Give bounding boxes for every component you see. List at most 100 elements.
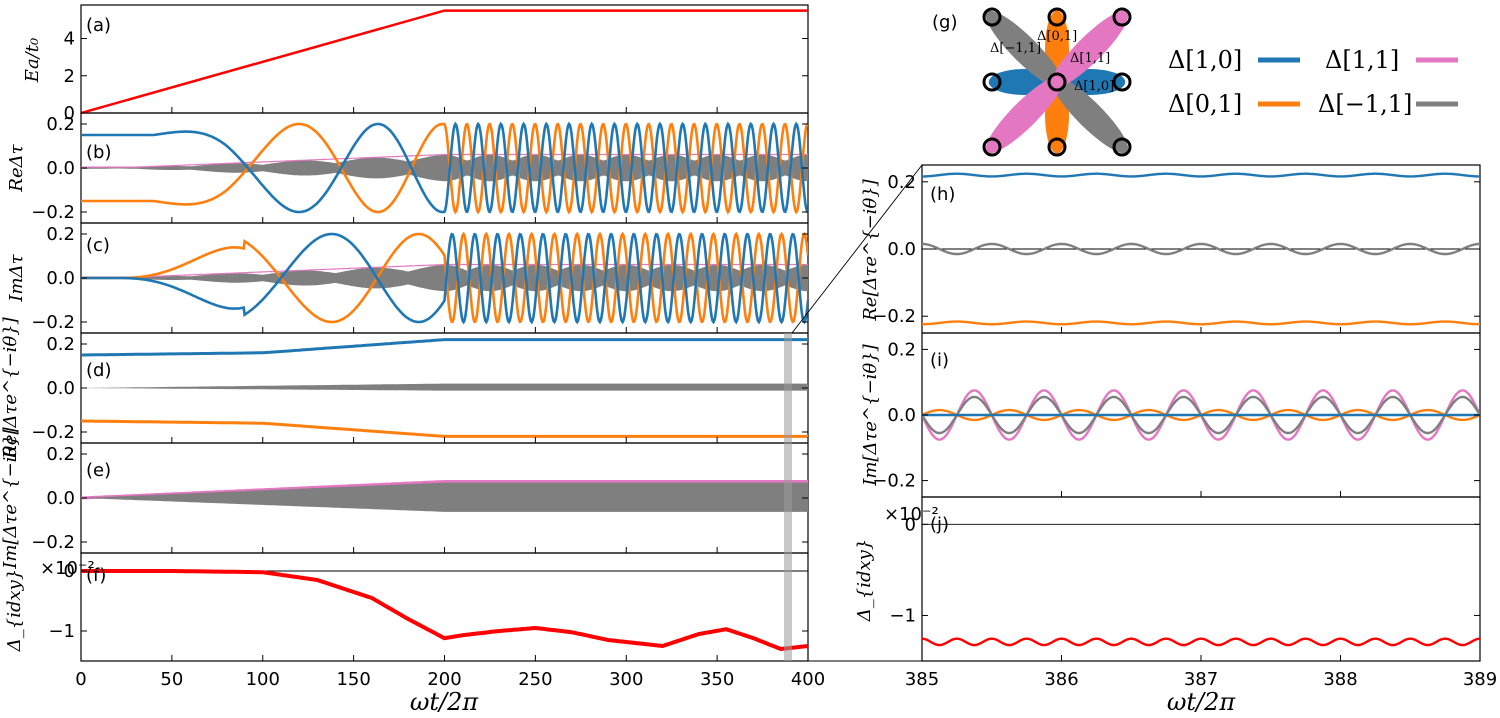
xtick-label-j-3: 388: [1323, 669, 1357, 690]
xtick-label-f-0: 0: [75, 669, 86, 690]
xtick-label-f-5: 250: [518, 669, 552, 690]
ylabel-b: ReΔτ: [6, 143, 27, 192]
xtick-label-j-1: 386: [1044, 669, 1078, 690]
ytick-label-i-1: 0.0: [887, 405, 916, 426]
legend-label-m11: Δ[−1,1]: [1318, 90, 1412, 118]
series-d-gray-band: [81, 383, 808, 391]
ytick-label-d-1: 0.0: [46, 378, 75, 399]
series-a-field: [81, 9, 808, 115]
series-e-gray-band: [81, 482, 808, 512]
xtick-label-f-2: 100: [246, 669, 280, 690]
lattice-diagram: [982, 7, 1132, 157]
left-data-layer: [81, 9, 808, 651]
xtick-label-j-4: 389: [1463, 669, 1497, 690]
series-f-red: [81, 569, 808, 651]
panel-label-f: (f): [86, 565, 106, 586]
series-b-gray-band: [81, 154, 808, 182]
lattice-site-0-1: [982, 72, 1002, 92]
xtick-label-f-1: 50: [160, 669, 183, 690]
legend-label-11: Δ[1,1]: [1325, 46, 1399, 74]
ytick-label-a-2: 4: [64, 29, 75, 50]
lattice-label-11: Δ[1,1]: [1070, 51, 1110, 66]
xtick-label-f-7: 350: [700, 669, 734, 690]
ytick-label-c-2: −0.2: [31, 312, 75, 333]
zoom-connector-top: [791, 164, 923, 334]
xlabel-right: ωt/2π: [1167, 688, 1237, 716]
ylabel-i: Im[Δτe^{−iθ}]: [860, 343, 881, 486]
ytick-label-b-2: −0.2: [31, 202, 75, 223]
lattice-bond-11b: [985, 75, 1064, 154]
lattice-legend: (g) Δ[0,1] Δ[−1,1] Δ[1,1] Δ[1,0] Δ[1,0] …: [932, 7, 1458, 157]
ytick-label-d-2: −0.2: [31, 422, 75, 443]
ylabel-e: Im[Δτe^{−iθ}]: [0, 426, 21, 569]
series-h-2: [922, 320, 1480, 326]
ytick-label-b-1: 0.0: [46, 158, 75, 179]
panel-a-frame: [80, 4, 809, 114]
lattice-label-01: Δ[0,1]: [1037, 29, 1077, 44]
lattice-site-0-0: [982, 7, 1002, 27]
panel-label-h: (h): [930, 184, 955, 205]
ylabel-d: Re[Δτe^{−iθ}]: [0, 316, 21, 459]
lattice-bond-11: [1050, 10, 1129, 89]
ytick-label-c-0: 0.2: [46, 224, 75, 245]
xtick-label-j-0: 385: [905, 669, 939, 690]
lattice-site-2-2: [1112, 137, 1132, 157]
legend-label-10: Δ[1,0]: [1168, 46, 1242, 74]
ytick-label-f-1: −1: [48, 621, 75, 642]
scale-factor-j: ×10⁻²: [884, 504, 939, 525]
series-c-orange: [81, 231, 808, 324]
series-h-0: [922, 172, 1480, 178]
ylabel-h: Re[Δτe^{−iθ}]: [860, 178, 881, 321]
ytick-label-j-0: 0: [905, 514, 916, 535]
scale-factor-f: ×10⁻²: [40, 558, 95, 579]
zoom-highlight-band: [784, 333, 792, 661]
ytick-label-d-0: 0.2: [46, 334, 75, 355]
series-d-blue: [81, 338, 808, 357]
ylabel-j: Δ_{idxy}: [854, 539, 875, 623]
panel-label-j: (j): [930, 514, 949, 535]
ytick-label-i-2: −0.2: [872, 471, 916, 492]
ytick-label-i-0: 0.2: [887, 339, 916, 360]
ytick-label-e-1: 0.0: [46, 488, 75, 509]
panel-label-d: (d): [86, 360, 111, 381]
lattice-label-m11: Δ[−1,1]: [990, 41, 1041, 56]
panel-label-e: (e): [86, 460, 111, 481]
series-h-1: [922, 242, 1480, 256]
xtick-label-f-4: 200: [427, 669, 461, 690]
lattice-site-1-1: [1047, 72, 1067, 92]
ytick-label-a-0: 0: [64, 103, 75, 124]
series-j-red: [922, 637, 1480, 647]
lattice-site-1-0: [1047, 7, 1067, 27]
ylabel-f: Δ_{idxy}: [4, 569, 25, 653]
series-b-blue: [81, 121, 808, 214]
panel-label-g: (g): [932, 12, 957, 33]
panel-label-i: (i): [930, 350, 949, 371]
lattice-site-2-0: [1112, 7, 1132, 27]
xtick-label-f-6: 300: [609, 669, 643, 690]
ytick-label-f-0: 0: [64, 561, 75, 582]
lattice-site-2-1: [1112, 72, 1132, 92]
xtick-label-f-3: 150: [336, 669, 370, 690]
ytick-label-h-1: 0.0: [887, 239, 916, 260]
lattice-bond-m11b: [1050, 75, 1129, 154]
ytick-label-b-0: 0.2: [46, 114, 75, 135]
series-c-blue: [81, 232, 808, 325]
xtick-label-j-2: 387: [1184, 669, 1218, 690]
panel-j-frame: [921, 496, 1481, 662]
ytick-label-c-1: 0.0: [46, 268, 75, 289]
legend-label-01: Δ[0,1]: [1168, 90, 1242, 118]
ytick-label-h-2: −0.2: [872, 306, 916, 327]
lattice-label-10: Δ[1,0]: [1074, 79, 1114, 94]
ytick-label-h-0: 0.2: [887, 172, 916, 193]
ytick-label-j-1: −1: [889, 605, 916, 626]
ylabel-a: Ea/t₀: [22, 38, 43, 83]
right-data-layer: [922, 172, 1480, 647]
xtick-label-f-8: 400: [791, 669, 825, 690]
ylabel-c: ImΔτ: [6, 253, 27, 302]
series-c-gray-band: [81, 264, 808, 292]
panel-label-b: (b): [86, 142, 111, 163]
axes-layer: 0240.20.0−0.20.20.0−0.20.20.0−0.20.20.0−…: [31, 29, 1497, 690]
series-e-pink: [81, 480, 808, 500]
ytick-label-e-2: −0.2: [31, 532, 75, 553]
